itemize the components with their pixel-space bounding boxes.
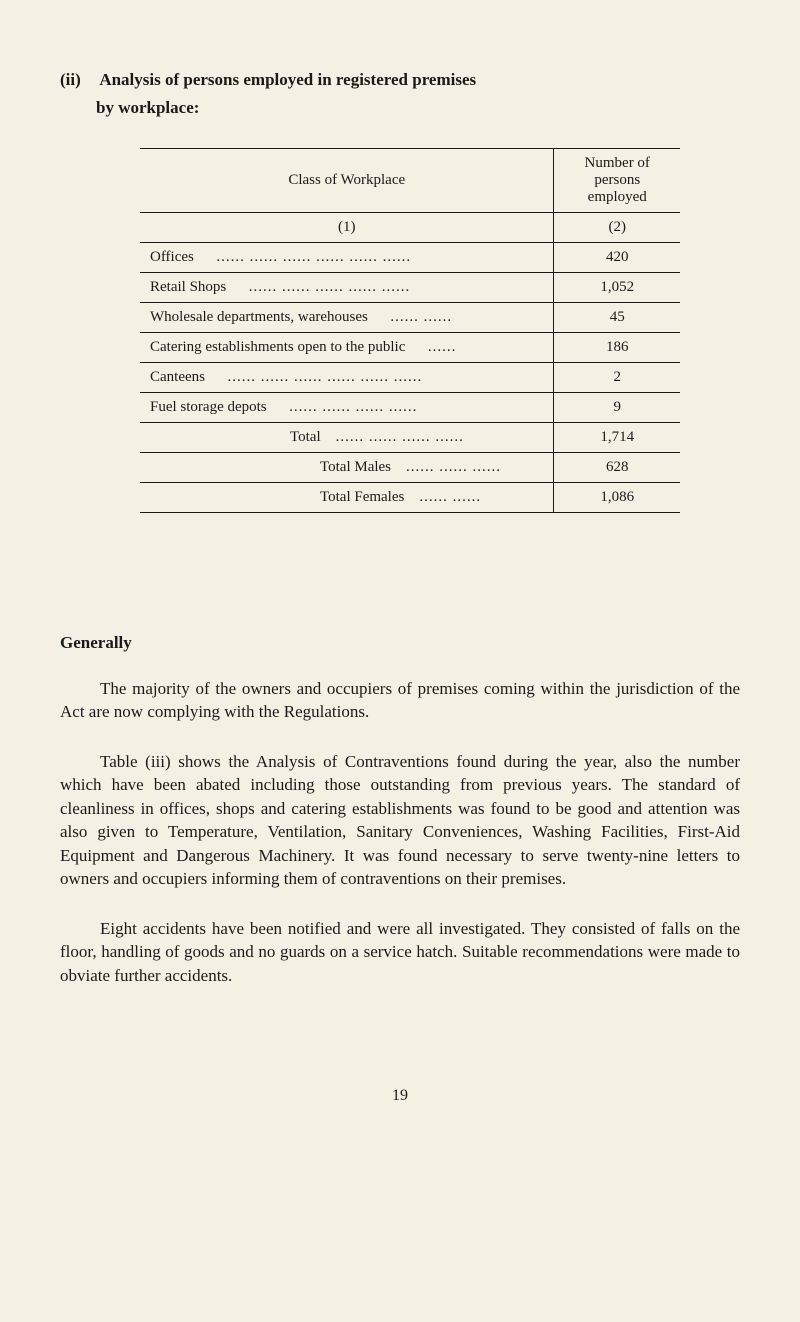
row-value: 45 [554,303,680,333]
page-number: 19 [60,1087,740,1105]
total-label: Total ...... ...... ...... ...... [140,423,554,453]
row-value: 2 [554,363,680,393]
table-total-row: Total Males ...... ...... ...... 628 [140,453,680,483]
table-row: Canteens ...... ...... ...... ...... ...… [140,363,680,393]
row-value: 9 [554,393,680,423]
subheader-col1: (1) [140,213,554,243]
table-row: Catering establishments open to the publ… [140,333,680,363]
header-col2: Number of persons employed [554,149,680,213]
table-row: Wholesale departments, warehouses ......… [140,303,680,333]
body-paragraph-2: Table (iii) shows the Analysis of Contra… [60,750,740,891]
header-col1: Class of Workplace [140,149,554,213]
row-label: Catering establishments open to the publ… [140,333,554,363]
total-label: Total Males ...... ...... ...... [140,453,554,483]
heading-title: Analysis of persons employed in register… [99,70,476,89]
body-paragraph-1: The majority of the owners and occupiers… [60,677,740,724]
total-value: 628 [554,453,680,483]
body-paragraph-3: Eight accidents have been notified and w… [60,917,740,987]
section-heading: (ii) Analysis of persons employed in reg… [60,70,740,90]
table-total-row: Total Females ...... ...... 1,086 [140,483,680,513]
row-value: 186 [554,333,680,363]
table-row: Fuel storage depots ...... ...... ......… [140,393,680,423]
table-header-row: Class of Workplace Number of persons emp… [140,149,680,213]
row-value: 420 [554,243,680,273]
row-label: Fuel storage depots ...... ...... ......… [140,393,554,423]
total-value: 1,714 [554,423,680,453]
heading-subtitle: by workplace: [60,98,740,118]
table-row: Retail Shops ...... ...... ...... ......… [140,273,680,303]
total-value: 1,086 [554,483,680,513]
table-row: Offices ...... ...... ...... ...... ....… [140,243,680,273]
table-subheader-row: (1) (2) [140,213,680,243]
item-number: (ii) [60,70,96,90]
row-label: Wholesale departments, warehouses ......… [140,303,554,333]
row-label: Canteens ...... ...... ...... ...... ...… [140,363,554,393]
subheader-col2: (2) [554,213,680,243]
row-label: Retail Shops ...... ...... ...... ......… [140,273,554,303]
total-label: Total Females ...... ...... [140,483,554,513]
table-total-row: Total ...... ...... ...... ...... 1,714 [140,423,680,453]
workplace-table: Class of Workplace Number of persons emp… [140,148,680,513]
generally-title: Generally [60,633,740,653]
row-value: 1,052 [554,273,680,303]
row-label: Offices ...... ...... ...... ...... ....… [140,243,554,273]
